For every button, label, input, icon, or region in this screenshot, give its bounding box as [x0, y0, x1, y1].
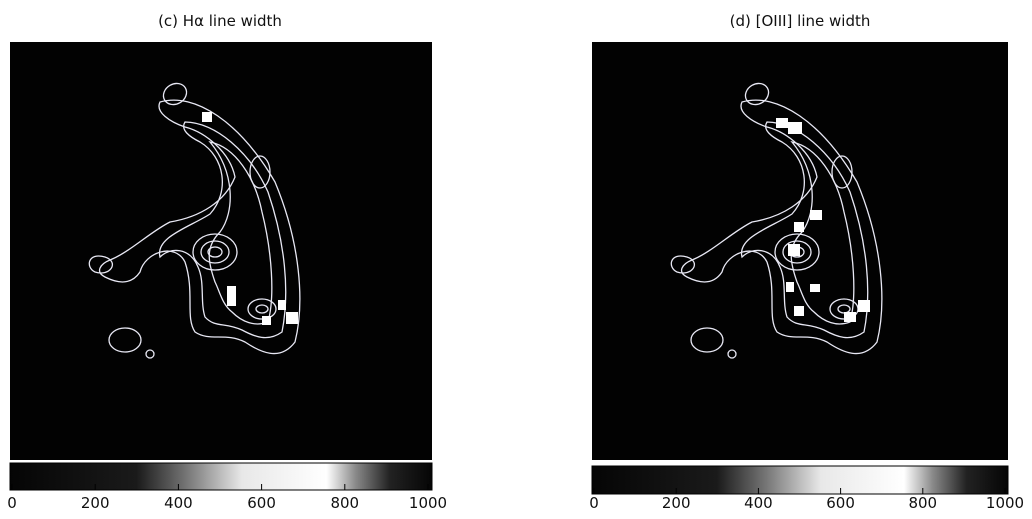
colorbar-tick-label: 800 — [908, 494, 937, 512]
map-image — [10, 42, 432, 460]
colorbar-tick-label: 600 — [826, 494, 855, 512]
colorbar-tick-label: 400 — [164, 494, 193, 512]
colorbar-tick-label: 0 — [7, 494, 17, 512]
colorbar-tick-label: 1000 — [986, 494, 1024, 512]
colorbar-tick-label: 600 — [247, 494, 276, 512]
colorbar-tick-label: 200 — [81, 494, 110, 512]
colorbar-tick-label: 1000 — [409, 494, 447, 512]
pixels — [776, 118, 870, 322]
colorbar-tick-label: 400 — [744, 494, 773, 512]
colorbar — [591, 465, 1009, 495]
colorbar-tick-label: 200 — [662, 494, 691, 512]
pixels — [202, 112, 298, 325]
colorbar-tick-label: 0 — [589, 494, 599, 512]
panel-title: (d) [OIII] line width — [730, 12, 871, 30]
panel-title: (c) Hα line width — [158, 12, 282, 30]
colorbar-tick-label: 800 — [330, 494, 359, 512]
colorbar — [9, 462, 433, 491]
